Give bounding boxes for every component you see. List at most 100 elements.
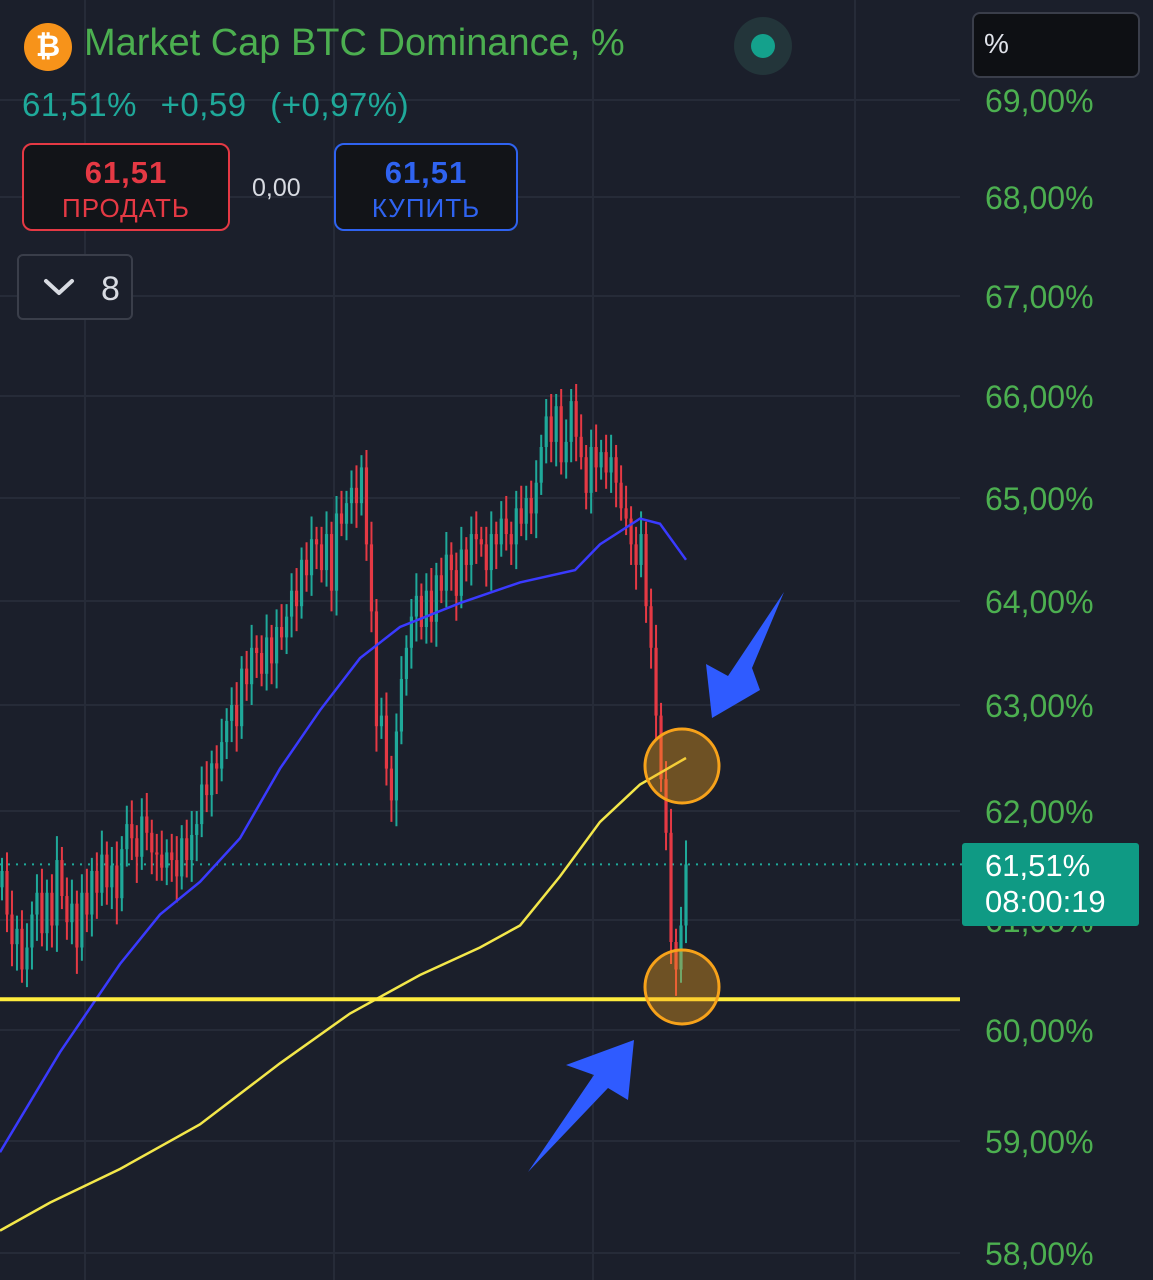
y-tick-label: 59,00% [985,1124,1094,1160]
candle-body [374,611,379,727]
indicator-count: 8 [101,270,120,308]
candle-body [389,768,394,801]
candle-body [364,467,369,545]
candle-body [419,595,423,627]
candle-body [210,763,214,796]
buy-button[interactable]: 61,51 КУПИТЬ [334,143,518,231]
candle-body [45,892,49,934]
candle-body [664,779,668,833]
symbol-title[interactable]: Market Cap BTC Dominance, % [84,22,625,64]
candle-body [334,513,339,591]
candle-body [514,508,518,545]
candle-body [659,715,663,780]
candle-body [155,852,159,855]
y-tick-label: 60,00% [985,1013,1094,1049]
candle-body [299,559,304,607]
candle-body [30,914,34,948]
candle-body [304,559,309,576]
candle-body [424,590,428,627]
candle-body [225,720,229,743]
y-tick-label: 66,00% [985,379,1094,415]
candle-body [484,544,488,571]
candle-body [75,903,79,948]
indicators-toggle[interactable]: 8 [17,254,133,320]
candle-body [260,653,264,674]
candle-body [195,824,199,835]
status-indicator [734,17,792,75]
candle-body [359,467,364,504]
candle-body [644,534,648,607]
candle-body [150,832,154,853]
candle-body [339,513,344,524]
candle-body [649,606,653,648]
candle-body [105,854,109,888]
candle-body [110,865,114,888]
candle-body [349,487,354,504]
unit-label: % [984,28,1009,59]
candle-body [135,838,139,857]
candle-body [479,539,483,545]
candle-body [489,534,493,571]
candle-body [589,447,593,493]
candle-body [524,498,528,524]
candle-body [454,570,458,596]
current-value: 61,51% [22,86,137,123]
candle-body [240,668,244,727]
candle-body [90,870,94,915]
candle-body [165,852,169,868]
arrow-down-annotation[interactable] [706,592,784,718]
candle-body [160,854,164,868]
candle-body [255,647,259,653]
candle-body [230,705,234,721]
candle-body [549,416,553,442]
candle-body [574,401,578,437]
candle-body [319,544,324,571]
candle-body [394,731,399,801]
candle-body [279,627,284,638]
change-percent: (+0,97%) [270,86,410,123]
candle-body [534,482,538,514]
candles [0,384,688,996]
arrow-up-annotation[interactable] [528,1040,634,1172]
candle-body [519,508,523,524]
candle-body [274,627,279,664]
candle-body [439,575,443,591]
unit-selector[interactable]: % [972,12,1140,78]
candle-body [140,816,144,857]
candle-body [284,616,289,638]
candle-body [80,892,84,948]
candle-body [369,544,374,612]
candle-body [95,870,99,893]
buy-label: КУПИТЬ [371,193,481,223]
candle-body [294,590,299,607]
candle-body [464,549,468,565]
candle-body [594,447,598,468]
candle-body [250,647,254,685]
candle-body [379,715,384,727]
candle-body [509,534,513,545]
ma-fast-line [0,517,688,1153]
candle-body [185,838,189,861]
candle-body [25,947,29,970]
candle-body [235,705,239,727]
candle-body [384,715,389,769]
candle-body [409,616,414,648]
candle-body [544,416,548,447]
candle-body [245,668,249,685]
highlight-circle[interactable] [643,727,721,805]
candle-body [674,942,678,970]
highlight-circle[interactable] [643,948,721,1026]
candle-body [569,401,573,442]
candle-body [0,870,4,888]
candle-body [629,518,633,545]
candle-body [265,637,269,674]
candle-body [564,441,568,463]
status-dot-icon [751,34,775,58]
candle-countdown: 08:00:19 [985,884,1106,919]
candle-body [85,892,89,915]
candle-body [529,498,533,514]
candle-body [614,457,618,483]
sell-button[interactable]: 61,51 ПРОДАТЬ [22,143,230,231]
y-tick-label: 67,00% [985,279,1094,315]
